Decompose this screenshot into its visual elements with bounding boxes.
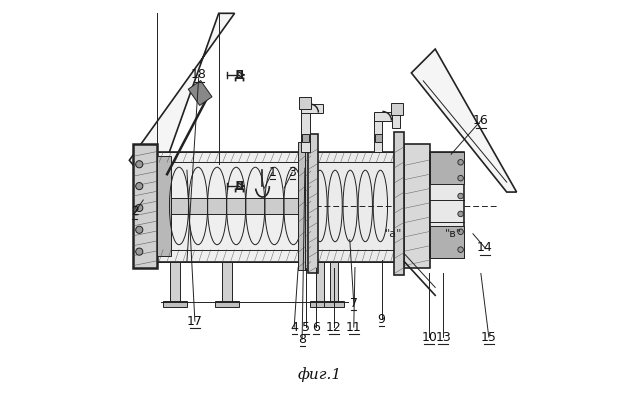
Bar [394,132,404,276]
Circle shape [458,193,463,199]
Circle shape [458,247,463,252]
Bar [404,144,430,268]
Bar [310,301,330,307]
Text: 2: 2 [131,206,139,218]
Polygon shape [129,13,235,192]
Bar [188,80,212,106]
Bar [430,152,464,258]
Text: 13: 13 [435,330,451,344]
Text: 15: 15 [481,330,497,344]
Bar [324,301,344,307]
Bar [430,226,464,258]
Bar [301,105,310,152]
Text: Д: Д [233,68,244,81]
Bar [170,262,180,303]
Text: 11: 11 [346,321,362,334]
Text: 18: 18 [191,68,207,81]
Text: 14: 14 [477,241,493,254]
Bar [311,152,394,262]
Text: 1: 1 [268,166,276,179]
Text: 6: 6 [312,321,320,334]
Circle shape [136,248,143,255]
Text: 4: 4 [291,321,298,334]
Text: 16: 16 [473,114,489,127]
Text: 17: 17 [187,315,203,328]
Bar [316,262,324,303]
Circle shape [458,160,463,165]
Text: 5: 5 [302,321,310,334]
Bar [133,144,157,268]
Circle shape [458,211,463,217]
Bar [308,134,318,274]
Text: "а": "а" [385,229,402,239]
Bar [392,107,400,128]
Text: Д: Д [233,180,244,192]
Bar [301,104,323,113]
Bar [302,134,309,142]
Circle shape [458,229,463,234]
Circle shape [136,204,143,212]
Circle shape [136,226,143,233]
Bar [171,198,302,214]
Bar [374,112,399,120]
Circle shape [136,182,143,190]
Bar [222,262,232,303]
Text: фиг.1: фиг.1 [298,367,342,382]
Bar [298,142,305,270]
Bar [163,301,187,307]
Circle shape [136,161,143,168]
Bar [157,152,302,262]
Text: 10: 10 [421,330,437,344]
Bar [391,104,403,114]
Text: 7: 7 [350,297,358,310]
Bar [215,301,239,307]
Polygon shape [412,49,516,192]
Bar [305,142,311,270]
Bar [430,152,464,184]
Text: 3: 3 [288,166,296,179]
Bar [330,262,338,303]
Text: "в": "в" [445,229,461,239]
Text: 9: 9 [378,313,385,326]
Text: 12: 12 [326,321,342,334]
Bar [374,113,382,152]
Bar [157,156,171,256]
Bar [375,134,382,142]
Text: 8: 8 [298,332,306,346]
Bar [300,97,311,109]
Circle shape [458,175,463,181]
